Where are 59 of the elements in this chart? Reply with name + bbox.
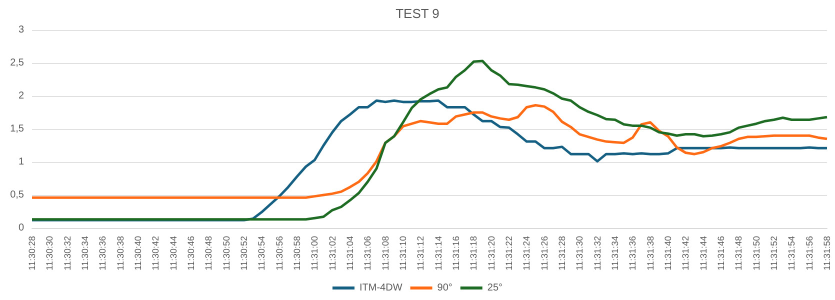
line-series [30, 60, 828, 221]
y-tick-label: 0 [18, 222, 24, 234]
x-tick-label: 11:30:50 [221, 236, 232, 270]
x-tick-label: 11:31:44 [698, 236, 708, 270]
x-tick-label: 11:31:12 [416, 236, 426, 270]
legend-label: 90° [437, 282, 452, 294]
legend-label: ITM-4DW [359, 282, 403, 294]
x-tick-label: 11:31:18 [468, 236, 479, 270]
x-tick-label: 11:31:06 [362, 236, 373, 270]
x-tick-label: 11:31:42 [680, 236, 691, 270]
x-tick-label: 11:31:16 [451, 236, 461, 270]
x-tick-label: 11:31:40 [663, 236, 673, 270]
x-tick-label: 11:30:42 [150, 236, 161, 270]
x-tick-label: 11:31:52 [769, 236, 779, 270]
x-tick-label: 11:31:36 [628, 236, 638, 270]
legend-label: 25° [487, 282, 503, 294]
x-tick-label: 11:31:32 [592, 236, 602, 270]
x-tick-label: 11:30:56 [274, 236, 284, 270]
x-tick-label: 11:31:10 [398, 236, 408, 270]
x-tick-label: 11:30:32 [62, 236, 72, 270]
chart-title: TEST 9 [396, 6, 440, 21]
x-tick-label: 11:31:14 [433, 236, 444, 270]
x-tick-label: 11:31:20 [486, 236, 496, 270]
x-tick-label: 11:30:28 [27, 236, 37, 270]
x-tick-label: 11:31:00 [310, 236, 320, 270]
y-tick-label: 3 [18, 24, 24, 36]
x-tick-label: 11:31:04 [345, 236, 355, 270]
x-tick-label: 11:30:52 [239, 236, 249, 270]
x-tick-label: 11:31:08 [380, 236, 390, 270]
x-tick-label: 11:31:28 [557, 236, 567, 270]
x-tick-label: 11:31:30 [574, 236, 585, 270]
x-tick-label: 11:30:36 [98, 236, 108, 270]
line-series [30, 104, 828, 199]
x-tick-label: 11:31:48 [734, 236, 744, 270]
x-tick-label: 11:31:34 [610, 236, 620, 270]
x-tick-label: 11:31:22 [504, 236, 514, 270]
x-tick-label: 11:30:38 [115, 236, 126, 270]
x-tick-label: 11:31:26 [539, 236, 550, 270]
y-tick-label: 2 [18, 90, 24, 102]
x-tick-label: 11:31:02 [327, 236, 338, 270]
y-tick-label: 0,5 [10, 190, 24, 200]
x-tick-label: 11:30:44 [168, 236, 178, 270]
x-tick-label: 11:30:46 [186, 236, 196, 270]
x-tick-label: 11:30:54 [256, 236, 267, 270]
y-tick-label: 2,5 [10, 58, 24, 68]
x-tick-label: 11:31:38 [645, 236, 656, 270]
x-tick-label: 11:30:30 [44, 236, 55, 270]
x-tick-label: 11:31:58 [822, 236, 832, 270]
y-tick-label: 1,5 [10, 124, 24, 134]
x-tick-label: 11:31:24 [522, 236, 532, 270]
x-tick-label: 11:30:40 [133, 236, 143, 270]
x-tick-label: 11:31:56 [804, 236, 814, 270]
x-tick-label: 11:31:46 [716, 236, 726, 270]
x-tick-label: 11:30:48 [204, 236, 214, 270]
x-tick-label: 11:30:34 [80, 236, 90, 270]
x-tick-label: 11:31:50 [751, 236, 762, 270]
x-tick-label: 11:31:54 [786, 236, 797, 270]
x-tick-label: 11:30:58 [292, 236, 302, 270]
y-tick-label: 1 [18, 156, 24, 168]
